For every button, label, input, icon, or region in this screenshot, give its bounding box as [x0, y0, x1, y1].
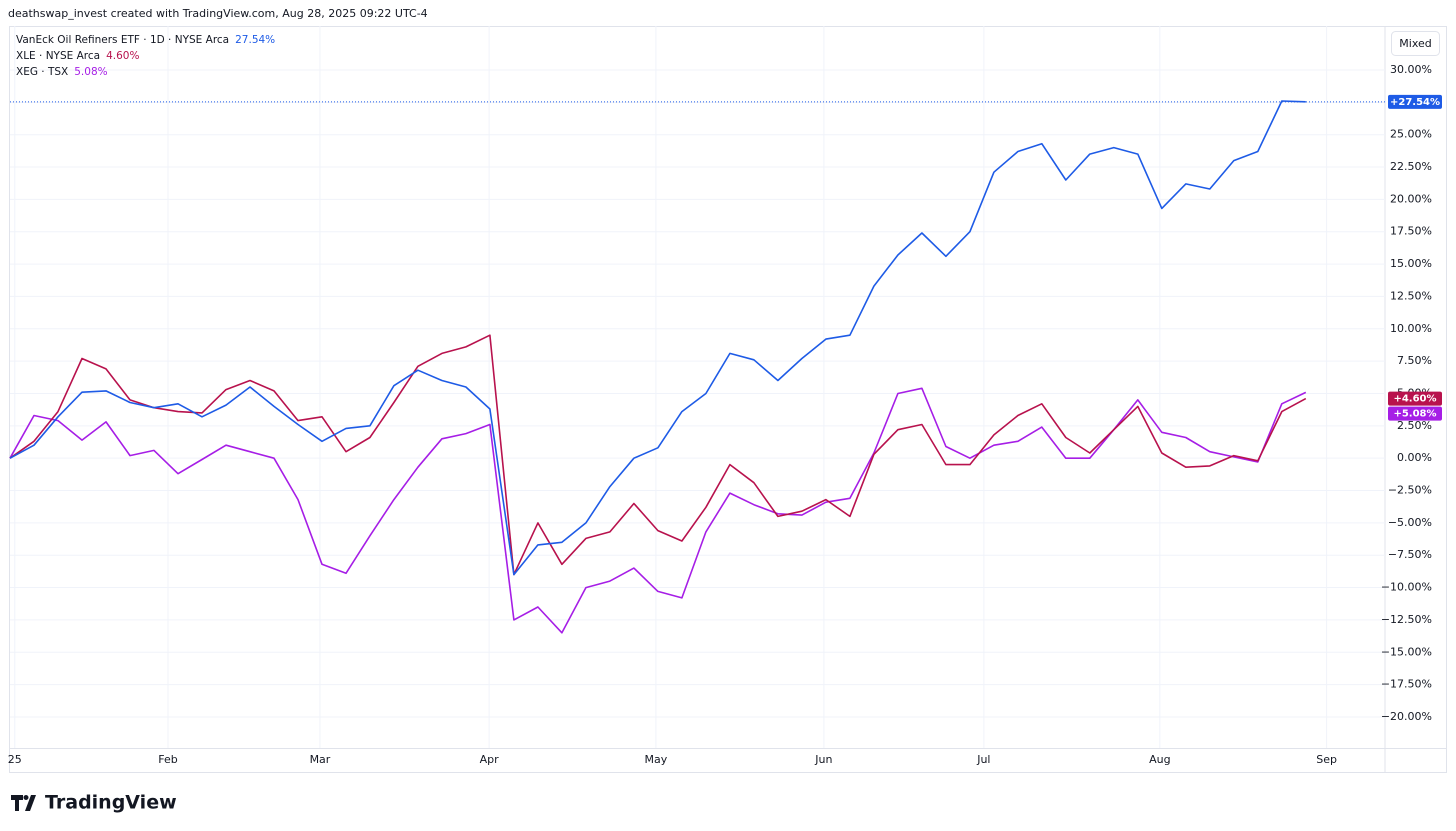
y-tick-label: −10.00%	[1381, 581, 1432, 594]
y-tick-label: 25.00%	[1390, 128, 1432, 141]
legend-value: 5.08%	[74, 66, 107, 78]
header: deathswap_invest created with TradingVie…	[8, 7, 428, 20]
y-tick-label: −17.50%	[1381, 678, 1432, 691]
y-tick-label: 12.50%	[1390, 289, 1432, 302]
legend-name: XEG · TSX	[16, 66, 68, 78]
y-tick-label: 17.50%	[1390, 225, 1432, 238]
legend-value: 27.54%	[235, 34, 275, 46]
y-tick-label: −20.00%	[1381, 710, 1432, 723]
y-tick-label: −2.50%	[1388, 484, 1432, 497]
legend-name: XLE · NYSE Arca	[16, 50, 100, 62]
y-tick-label: 20.00%	[1390, 192, 1432, 205]
value-badge	[1388, 406, 1442, 421]
x-tick-label: 25	[8, 753, 22, 766]
scale-button[interactable]	[1391, 31, 1440, 56]
legend-name: VanEck Oil Refiners ETF · 1D · NYSE Arca	[16, 34, 229, 46]
y-tick-label: 30.00%	[1390, 63, 1432, 76]
chart-frame	[9, 26, 1447, 773]
x-tick-label: Mar	[310, 753, 331, 766]
y-tick-label: 7.50%	[1397, 354, 1432, 367]
value-badge	[1388, 391, 1442, 406]
brand-logo	[11, 794, 36, 811]
value-badge	[1388, 94, 1442, 109]
series-line	[9, 387, 1307, 634]
y-tick-label: 10.00%	[1390, 322, 1432, 335]
series-line	[9, 100, 1306, 576]
y-tick-label: 0.00%	[1397, 451, 1432, 464]
x-tick-label: Jul	[976, 753, 990, 766]
y-tick-label: 2.50%	[1397, 419, 1432, 432]
value-badge-label: +27.54%	[1390, 97, 1440, 108]
y-tick-label: 15.00%	[1390, 257, 1432, 270]
plot	[9, 26, 1385, 748]
series-line	[9, 334, 1307, 576]
value-badge-label: +4.60%	[1393, 394, 1436, 405]
x-tick-label: Sep	[1316, 753, 1337, 766]
x-tick-label: Apr	[480, 753, 500, 766]
y-tick-label: −7.50%	[1388, 548, 1432, 561]
x-tick-label: May	[645, 753, 668, 766]
legend-value: 4.60%	[106, 50, 139, 62]
x-tick-label: Jun	[814, 753, 832, 766]
value-badge-label: +5.08%	[1393, 409, 1436, 420]
scale-button-label[interactable]: Mixed	[1399, 37, 1431, 50]
y-tick-label: −12.50%	[1381, 613, 1432, 626]
y-tick-label: −5.00%	[1388, 516, 1432, 529]
x-tick-label: Aug	[1149, 753, 1170, 766]
x-tick-label: Feb	[158, 753, 177, 766]
brand-name: TradingView	[45, 792, 177, 814]
y-tick-label: 22.50%	[1390, 160, 1432, 173]
y-tick-label: −15.00%	[1381, 645, 1432, 658]
